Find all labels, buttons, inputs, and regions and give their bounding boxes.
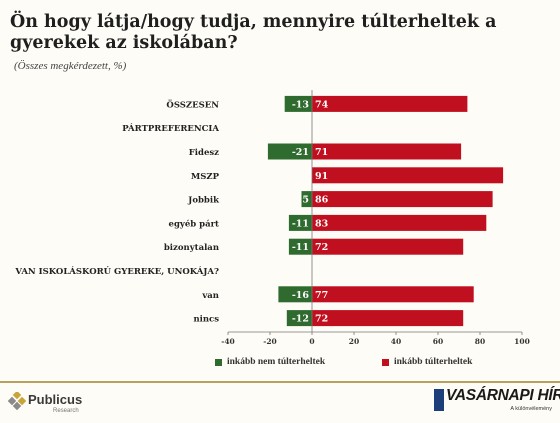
legend: inkább nem túlterheltek inkább túlterhel…	[0, 352, 560, 370]
data-label-negative: -11	[292, 218, 309, 229]
bar-positive	[312, 214, 487, 231]
x-tick-label: 60	[433, 337, 443, 346]
category-label: Fidesz	[189, 148, 219, 158]
x-tick-label: 20	[349, 337, 359, 346]
legend-label-negative: inkább nem túlterheltek	[227, 357, 326, 367]
publicus-logo: Publicus Research	[8, 388, 108, 418]
publicus-name: Publicus	[28, 392, 83, 407]
bar-chart: ÖSSZESEN PÁRTPREFERENCIA Fidesz MSZP Jobbik e…	[14, 90, 530, 346]
x-tick-label: 40	[391, 337, 401, 346]
category-label: van	[201, 291, 219, 301]
bar-negative	[288, 214, 312, 231]
vasarnapi-hirek-logo: VASÁRNAPI HÍREK A különvélemény	[432, 387, 560, 419]
legend-item-negative: inkább nem túlterheltek	[215, 357, 325, 367]
data-label-negative: 5	[302, 195, 309, 206]
bar-negative	[286, 310, 312, 327]
bar-negative	[301, 191, 312, 208]
bar-negative	[267, 143, 312, 160]
data-label-positive: 77	[315, 290, 328, 301]
bar-positive	[312, 286, 474, 303]
bar-positive	[312, 238, 464, 255]
category-label: Jobbik	[187, 196, 220, 206]
data-label-negative: -11	[292, 242, 309, 253]
chart-title: Ön hogy látja/hogy tudja, mennyire túlte…	[10, 12, 497, 53]
data-label-positive: 72	[315, 242, 328, 253]
x-tick-label: -40	[221, 337, 235, 346]
data-label-positive: 83	[315, 218, 328, 229]
bar-negative	[288, 238, 312, 255]
vasarnapi-hirek-tagline: A különvélemény	[510, 406, 552, 412]
category-label: egyéb párt	[169, 218, 220, 229]
publicus-logo-icon	[8, 392, 26, 410]
bar-positive	[312, 143, 462, 160]
category-label: ÖSSZESEN	[166, 97, 219, 110]
bar-negative	[278, 286, 312, 303]
data-label-positive: 71	[315, 147, 328, 158]
category-label: bizonytalan	[164, 243, 219, 253]
category-label: VAN ISKOLÁSKORÚ GYEREKE, UNOKÁJA?	[14, 265, 219, 277]
category-label: nincs	[193, 315, 219, 325]
bar-positive	[312, 167, 504, 184]
x-tick-label: 0	[309, 337, 314, 346]
data-label-positive: 72	[315, 314, 328, 325]
footer-divider	[0, 381, 560, 383]
chart-subtitle: (Összes megkérdezett, %)	[14, 60, 127, 72]
x-tick-label: 100	[514, 337, 530, 346]
publicus-sub: Research	[53, 408, 79, 414]
legend-label-positive: inkább túlterheltek	[394, 357, 473, 367]
legend-swatch-negative	[215, 358, 222, 366]
vasarnapi-hirek-name: VASÁRNAPI HÍREK	[446, 387, 560, 404]
bar-positive	[312, 191, 493, 208]
data-label-negative: -13	[292, 99, 309, 110]
legend-swatch-positive	[382, 358, 389, 366]
data-label-positive: 74	[315, 99, 329, 110]
data-label-positive: 91	[315, 171, 328, 182]
x-tick-label: -20	[263, 337, 277, 346]
x-tick-label: 80	[475, 337, 485, 346]
category-label: MSZP	[191, 172, 220, 182]
data-label-negative: -12	[292, 314, 309, 325]
bar-negative	[284, 95, 312, 112]
legend-item-positive: inkább túlterheltek	[382, 357, 472, 367]
bar-positive	[312, 95, 468, 112]
data-label-positive: 86	[315, 195, 329, 206]
category-label: PÁRTPREFERENCIA	[122, 122, 219, 134]
vasarnapi-hirek-mark-icon	[434, 389, 444, 411]
bar-positive	[312, 310, 464, 327]
data-label-negative: -21	[292, 147, 309, 158]
data-label-negative: -16	[292, 290, 310, 301]
